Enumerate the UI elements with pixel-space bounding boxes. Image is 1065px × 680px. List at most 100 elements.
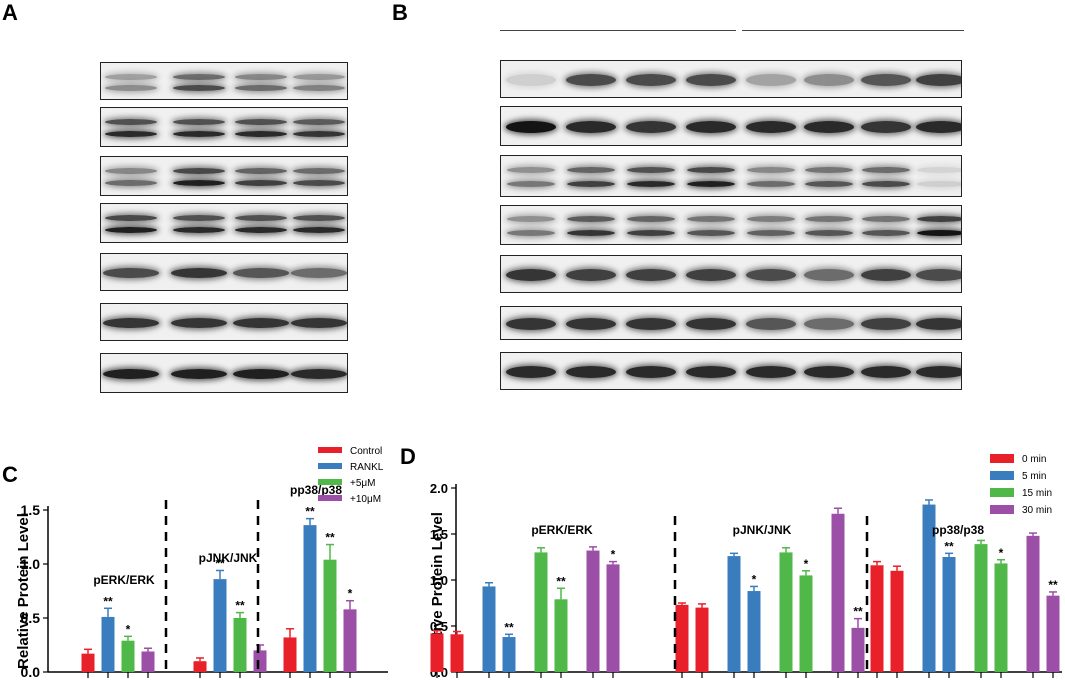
blot-band [506, 318, 556, 330]
blot-band [173, 85, 225, 92]
blot-band [687, 216, 735, 222]
group-label: pp38/p38 [932, 523, 984, 537]
bar-15 min [554, 599, 568, 672]
blot-band [105, 215, 157, 222]
blot-band [916, 366, 961, 378]
group-label: pp38/p38 [290, 483, 342, 497]
group-label: pERK/ERK [531, 523, 593, 537]
bar-0 min [870, 565, 884, 672]
panel-b-blot-strip [500, 306, 962, 340]
blot-band [916, 121, 961, 133]
blot-band [916, 318, 961, 330]
blot-band [916, 74, 961, 86]
blot-band [627, 181, 675, 188]
blot-band [917, 166, 961, 173]
blot-band [566, 74, 616, 86]
legend-label: +5μM [350, 478, 376, 489]
blot-band [293, 131, 345, 138]
significance-mark: ** [103, 594, 113, 608]
blot-band [293, 119, 345, 126]
blot-band [746, 318, 796, 330]
bar-15 min [974, 544, 988, 672]
y-tick-label: 1.0 [21, 556, 41, 572]
blot-band [173, 119, 225, 126]
blot-band [627, 166, 675, 173]
bar-+5μM [233, 618, 247, 672]
panel-a-blot-strip [100, 156, 348, 196]
blot-band [687, 181, 735, 188]
blot-band [566, 318, 616, 330]
bar-0 min [430, 633, 444, 672]
blot-band [293, 168, 345, 175]
blot-band [173, 168, 225, 175]
panel-b-blot-strip [500, 255, 962, 293]
bar-RANKL [303, 525, 317, 672]
blot-band [687, 166, 735, 173]
panel-d-letter: D [400, 444, 416, 469]
blot-band [291, 268, 347, 278]
blot-band [103, 318, 159, 328]
blot-band [105, 73, 157, 80]
blot-band [235, 227, 287, 234]
y-tick-label: 0.5 [21, 610, 41, 626]
blot-band [171, 369, 227, 379]
panel-a-blot-strip [100, 353, 348, 393]
blot-band [235, 215, 287, 222]
blot-band [506, 121, 556, 133]
blot-band [566, 269, 616, 281]
blot-band [861, 269, 911, 281]
blot-band [235, 168, 287, 175]
blot-band [105, 227, 157, 234]
blot-band [507, 181, 555, 188]
bar-0 min [890, 570, 904, 672]
blot-band [173, 227, 225, 234]
blot-band [105, 85, 157, 92]
blot-band [507, 166, 555, 173]
bar-Control [193, 661, 207, 672]
blot-band [862, 230, 910, 236]
blot-band [506, 269, 556, 281]
bar-RANKL [213, 579, 227, 672]
bar-5 min [942, 557, 956, 672]
panel-b-group-line [742, 30, 964, 31]
blot-band [861, 318, 911, 330]
legend-label: Control [350, 446, 382, 457]
bar-30 min [831, 513, 845, 672]
panel-a-blot-strip [100, 253, 348, 291]
blot-band [626, 269, 676, 281]
legend-swatch [990, 454, 1014, 463]
blot-band [917, 216, 961, 222]
blot-band [916, 269, 961, 281]
legend-label: 5 min [1022, 471, 1046, 482]
bar-15 min [779, 552, 793, 672]
blot-band [747, 166, 795, 173]
significance-mark: ** [556, 574, 566, 588]
significance-mark: * [348, 587, 353, 601]
blot-band [686, 269, 736, 281]
significance-mark: * [126, 622, 131, 636]
significance-mark: ** [1048, 578, 1058, 592]
bar-+5μM [323, 559, 337, 672]
blot-band [805, 230, 853, 236]
legend-label: RANKL [350, 462, 384, 473]
blot-band [291, 318, 347, 328]
bar-5 min [482, 586, 496, 672]
bar-15 min [994, 563, 1008, 672]
panel-b-blot-strip [500, 205, 962, 245]
blot-band [566, 366, 616, 378]
blot-band [804, 366, 854, 378]
blot-band [171, 268, 227, 278]
blot-band [686, 74, 736, 86]
bar-30 min [1046, 595, 1060, 672]
bar-5 min [747, 591, 761, 672]
legend-label: +10μM [350, 494, 381, 505]
legend-swatch [990, 505, 1014, 514]
blot-band [627, 230, 675, 236]
bar-30 min [586, 550, 600, 672]
legend-swatch [318, 447, 342, 453]
group-label: pJNK/JNK [733, 523, 792, 537]
panel-b-blot-strip [500, 106, 962, 146]
bar-+10μM [141, 651, 155, 672]
bar-+10μM [253, 650, 267, 672]
